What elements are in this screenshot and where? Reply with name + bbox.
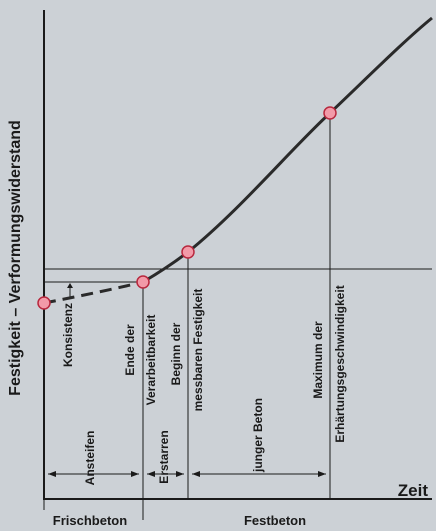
- phase-arrow-erstarren-right: [176, 471, 184, 477]
- point-maximum: [323, 106, 337, 120]
- point-konsistenz: [37, 296, 51, 310]
- label-maximum-der: Maximum der: [311, 321, 325, 399]
- phase-arrow-junger-beton-left: [192, 471, 200, 477]
- label-ende-der: Ende der: [123, 324, 137, 376]
- phase-arrow-ansteifen-left: [48, 471, 56, 477]
- label-verarbeitbarkeit: Verarbeitbarkeit: [144, 315, 158, 406]
- point-beginn-festigkeit: [181, 245, 195, 259]
- curve-fresh-dashed: [43, 280, 144, 305]
- y-axis-label: Festigkeit – Verformungswiderstand: [7, 120, 24, 396]
- phase-arrow-ansteifen-right: [131, 471, 139, 477]
- phase-label-ansteifen: Ansteifen: [83, 431, 97, 486]
- state-label-frischbeton: Frischbeton: [53, 513, 127, 528]
- state-label-festbeton: Festbeton: [244, 513, 306, 528]
- x-axis-label: Zeit: [398, 481, 429, 500]
- label-konsistenz: Konsistenz: [61, 303, 75, 367]
- phase-arrow-junger-beton-right: [318, 471, 326, 477]
- konsistenz-arrow-head: [67, 283, 73, 288]
- phase-label-erstarren: Erstarren: [157, 430, 171, 483]
- point-ende-verarbeitbarkeit: [136, 275, 150, 289]
- curve-hardening-solid: [142, 16, 433, 284]
- phase-arrow-erstarren-left: [147, 471, 155, 477]
- label-erhaertungsgeschwindigkeit: Erhärtungsgeschwindigkeit: [333, 285, 347, 442]
- label-messbaren-festigkeit: messbaren Festigkeit: [191, 289, 205, 412]
- label-beginn-der: Beginn der: [169, 322, 183, 385]
- phase-label-junger-beton: junger Beton: [251, 398, 265, 473]
